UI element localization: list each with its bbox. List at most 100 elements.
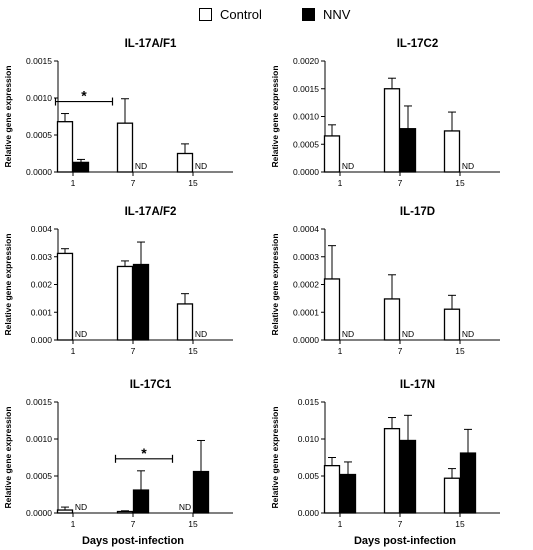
- legend-nnv-swatch: [302, 7, 315, 21]
- panel-3-bar-control: [56, 252, 74, 341]
- panel-6-y-tick-label: 0.005: [298, 471, 320, 481]
- panel-5-bar-nnv: [192, 470, 210, 514]
- panel-2-y-tick-label: 0.0005: [293, 139, 319, 149]
- panel-4-y-tick-label: 0.0002: [293, 280, 319, 290]
- panel-2-y-tick-label: 0.0000: [293, 167, 319, 177]
- panel-6-y-tick-label: 0.010: [298, 434, 320, 444]
- panel-2-y-label: Relative gene expression: [270, 65, 280, 167]
- panel-6-bar-nnv: [399, 439, 417, 514]
- panel-5-y-tick-label: 0.0005: [26, 471, 52, 481]
- panel-6-x-tick-label: 1: [338, 519, 343, 529]
- panel-5-bar-control: [56, 509, 74, 514]
- panel-3-nd-label: ND: [195, 329, 207, 339]
- panel-1-y-tick-label: 0.0000: [26, 167, 52, 177]
- panel-3-y-tick-label: 0.000: [31, 335, 53, 345]
- panel-5-nd-label: ND: [179, 502, 191, 512]
- panel-2-y-tick-label: 0.0020: [293, 56, 319, 66]
- panel-6-x-tick-label: 15: [455, 519, 465, 529]
- panel-3-x-tick-label: 1: [71, 346, 76, 356]
- panel-3-bar-control: [176, 303, 194, 341]
- panel-1-y-tick-label: 0.0010: [26, 93, 52, 103]
- panel-1-bar-control: [176, 152, 194, 173]
- panel-4-nd-label: ND: [462, 329, 474, 339]
- panel-2-nd-label: ND: [462, 161, 474, 171]
- legend-control: Control: [199, 4, 262, 24]
- panel-2-bar-control: [323, 135, 341, 173]
- panel-1-bar-nnv: [72, 161, 90, 173]
- panel-4-y-tick-label: 0.0004: [293, 224, 319, 234]
- panel-1-x-tick-label: 15: [188, 178, 198, 188]
- panel-1-bar-control: [116, 122, 134, 173]
- panel-5-sig-star: *: [141, 445, 147, 461]
- panel-4-x-tick-label: 1: [338, 346, 343, 356]
- panel-4-bar-control: [383, 298, 401, 341]
- panel-3-bar-control: [116, 265, 134, 341]
- panel-1-nd-label: ND: [135, 161, 147, 171]
- legend-control-label: Control: [220, 6, 262, 22]
- panel-1-y-tick-label: 0.0015: [26, 56, 52, 66]
- panel-2-bar-control: [383, 88, 401, 173]
- panel-3-title: IL-17A/F2: [125, 206, 177, 218]
- panel-1-bar-control: [56, 121, 74, 173]
- legend-nnv-label: NNV: [323, 6, 351, 22]
- panel-2-x-tick-label: 1: [338, 178, 343, 188]
- panel-4-x-tick-label: 7: [398, 346, 403, 356]
- panel-1-x-tick-label: 1: [71, 178, 76, 188]
- panel-6-title: IL-17N: [400, 379, 435, 391]
- panel-3-bar-nnv: [132, 263, 150, 341]
- panel-5-y-tick-label: 0.0015: [26, 397, 52, 407]
- panel-5-bar-nnv: [132, 489, 150, 514]
- panel-4-y-tick-label: 0.0001: [293, 307, 319, 317]
- panel-6-bar-control: [383, 427, 401, 514]
- panel-4-y-label: Relative gene expression: [270, 233, 280, 335]
- panel-3-nd-label: ND: [75, 329, 87, 339]
- panel-6-y-tick-label: 0.000: [298, 508, 320, 518]
- panel-2-x-tick-label: 7: [398, 178, 403, 188]
- panel-5-y-tick-label: 0.0010: [26, 434, 52, 444]
- panel-2-bar-nnv: [399, 128, 417, 173]
- panel-4-y-tick-label: 0.0000: [293, 335, 319, 345]
- panel-6-y-label: Relative gene expression: [270, 406, 280, 508]
- panel-5-y-label: Relative gene expression: [3, 406, 13, 508]
- panel-3-y-label: Relative gene expression: [3, 233, 13, 335]
- panel-3-y-tick-label: 0.004: [31, 224, 53, 234]
- panel-2-nd-label: ND: [342, 161, 354, 171]
- panel-6-bar-control: [443, 477, 461, 514]
- panel-6-bar-nnv: [339, 473, 357, 514]
- panel-1-y-tick-label: 0.0005: [26, 130, 52, 140]
- panel-6-bar-nnv: [459, 452, 477, 514]
- panel-1-nd-label: ND: [195, 161, 207, 171]
- x-axis-title-left: Days post-infection: [82, 535, 184, 547]
- panel-4-y-tick-label: 0.0003: [293, 252, 319, 262]
- panel-4-x-tick-label: 15: [455, 346, 465, 356]
- panel-2-title: IL-17C2: [397, 38, 439, 50]
- panel-5-nd-label: ND: [75, 502, 87, 512]
- panel-3-y-tick-label: 0.002: [31, 280, 53, 290]
- panel-2-y-tick-label: 0.0015: [293, 84, 319, 94]
- panel-2-bar-control: [443, 130, 461, 173]
- legend-nnv: NNV: [302, 4, 350, 24]
- panel-5-x-tick-label: 1: [71, 519, 76, 529]
- panel-1-title: IL-17A/F1: [125, 38, 177, 50]
- panel-4-bar-control: [443, 308, 461, 341]
- panel-3-x-tick-label: 15: [188, 346, 198, 356]
- panel-5-x-tick-label: 7: [131, 519, 136, 529]
- panel-6-x-tick-label: 7: [398, 519, 403, 529]
- panel-6-y-tick-label: 0.015: [298, 397, 320, 407]
- panel-4-title: IL-17D: [400, 206, 435, 218]
- panel-2-x-tick-label: 15: [455, 178, 465, 188]
- panel-5-title: IL-17C1: [130, 379, 172, 391]
- panel-5-x-tick-label: 15: [188, 519, 198, 529]
- panel-1-y-label: Relative gene expression: [3, 65, 13, 167]
- panel-5-y-tick-label: 0.0000: [26, 508, 52, 518]
- panel-4-nd-label: ND: [402, 329, 414, 339]
- panel-1-x-tick-label: 7: [131, 178, 136, 188]
- panel-3-x-tick-label: 7: [131, 346, 136, 356]
- panel-6-bar-control: [323, 464, 341, 514]
- x-axis-title-right: Days post-infection: [354, 535, 456, 547]
- panel-3-y-tick-label: 0.001: [31, 307, 53, 317]
- panel-3-y-tick-label: 0.003: [31, 252, 53, 262]
- panel-4-nd-label: ND: [342, 329, 354, 339]
- panel-2-y-tick-label: 0.0010: [293, 112, 319, 122]
